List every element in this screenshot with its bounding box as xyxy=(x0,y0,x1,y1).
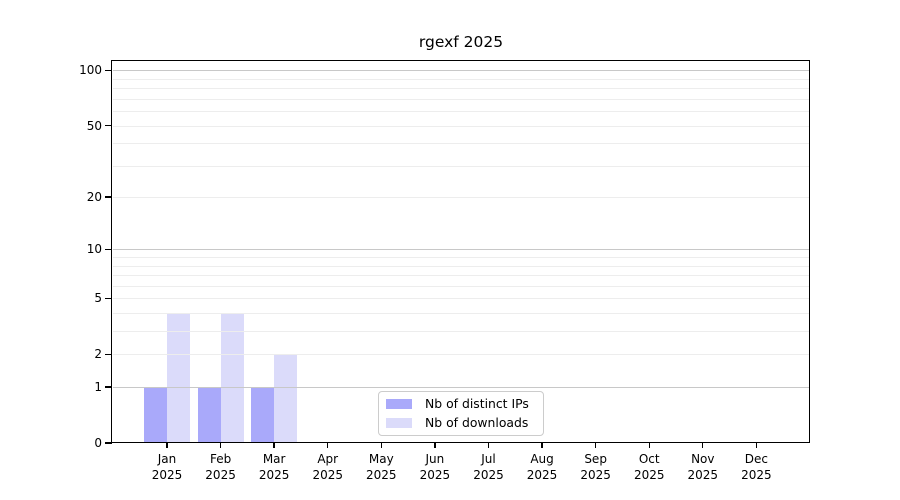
legend: Nb of distinct IPs Nb of downloads xyxy=(378,391,544,436)
y-tick-mark xyxy=(105,386,112,388)
minor-gridline xyxy=(113,265,809,267)
legend-row-downloads: Nb of downloads xyxy=(386,416,536,430)
y-tick-label: 20 xyxy=(86,190,102,205)
bar-downloads-mar xyxy=(274,354,298,442)
y-tick-mark xyxy=(105,69,112,72)
bar-distinct-ips-jan xyxy=(144,387,167,442)
legend-swatch-distinct-ips xyxy=(386,399,412,409)
x-tick-label: Apr 2025 xyxy=(312,452,343,482)
bar-distinct-ips-mar xyxy=(251,387,275,442)
major-gridline xyxy=(113,70,809,72)
minor-gridline xyxy=(113,285,809,287)
x-tick-mark xyxy=(594,443,597,448)
y-tick-mark xyxy=(105,196,112,198)
x-tick-mark xyxy=(380,443,382,448)
minor-gridline xyxy=(113,275,809,277)
x-tick-label: Mar 2025 xyxy=(258,452,290,482)
x-tick-label: Jan 2025 xyxy=(151,452,183,482)
minor-gridline xyxy=(113,331,809,333)
x-tick-mark xyxy=(487,443,490,448)
x-tick-label: Dec 2025 xyxy=(741,452,772,482)
y-tick-label: 0 xyxy=(94,436,102,450)
y-tick-mark xyxy=(105,248,112,251)
y-tick-label: 10 xyxy=(86,242,102,257)
y-tick-label: 100 xyxy=(79,63,102,78)
x-tick-mark xyxy=(166,443,168,448)
x-tick-label: Jul 2025 xyxy=(473,452,504,482)
major-gridline xyxy=(113,387,809,389)
y-tick-label: 2 xyxy=(94,347,102,362)
x-tick-mark xyxy=(755,443,758,448)
y-tick-mark xyxy=(105,297,112,299)
chart-title: rgexf 2025 xyxy=(418,33,504,51)
x-tick-label: Feb 2025 xyxy=(205,452,236,482)
minor-gridline xyxy=(113,88,809,90)
y-tick-label: 5 xyxy=(94,291,102,306)
x-tick-label: Oct 2025 xyxy=(633,452,665,482)
minor-gridline xyxy=(113,197,809,199)
y-tick-mark xyxy=(105,442,112,444)
legend-row-distinct-ips: Nb of distinct IPs xyxy=(386,397,536,411)
plot-frame xyxy=(111,60,810,443)
x-tick-mark xyxy=(702,443,704,448)
x-tick-label: Sep 2025 xyxy=(580,452,611,482)
x-tick-mark xyxy=(273,443,275,448)
x-tick-label: Jun 2025 xyxy=(419,452,451,482)
y-tick-mark xyxy=(105,124,112,127)
major-gridline xyxy=(113,249,809,251)
x-tick-label: May 2025 xyxy=(366,452,397,482)
legend-label-distinct-ips: Nb of distinct IPs xyxy=(425,396,529,411)
x-tick-mark xyxy=(434,443,436,448)
legend-label-downloads: Nb of downloads xyxy=(425,415,529,430)
bar-distinct-ips-feb xyxy=(197,387,221,442)
y-tick-mark xyxy=(105,353,112,355)
minor-gridline xyxy=(113,78,809,80)
minor-gridline xyxy=(113,125,809,127)
x-tick-mark xyxy=(648,443,650,448)
minor-gridline xyxy=(113,111,809,113)
minor-gridline xyxy=(113,298,809,300)
minor-gridline xyxy=(113,165,809,167)
x-tick-label: Aug 2025 xyxy=(526,452,558,482)
minor-gridline xyxy=(113,143,809,145)
minor-gridline xyxy=(113,354,809,356)
minor-gridline xyxy=(113,313,809,315)
x-tick-mark xyxy=(327,443,329,448)
legend-swatch-downloads xyxy=(386,418,412,428)
x-tick-mark xyxy=(219,443,222,448)
y-tick-label: 1 xyxy=(94,380,102,395)
bar-downloads-feb xyxy=(220,313,244,442)
y-tick-label: 50 xyxy=(86,118,102,133)
bar-downloads-jan xyxy=(167,313,190,442)
minor-gridline xyxy=(113,257,809,259)
x-tick-mark xyxy=(541,443,543,448)
x-tick-label: Nov 2025 xyxy=(687,452,719,482)
minor-gridline xyxy=(113,98,809,100)
